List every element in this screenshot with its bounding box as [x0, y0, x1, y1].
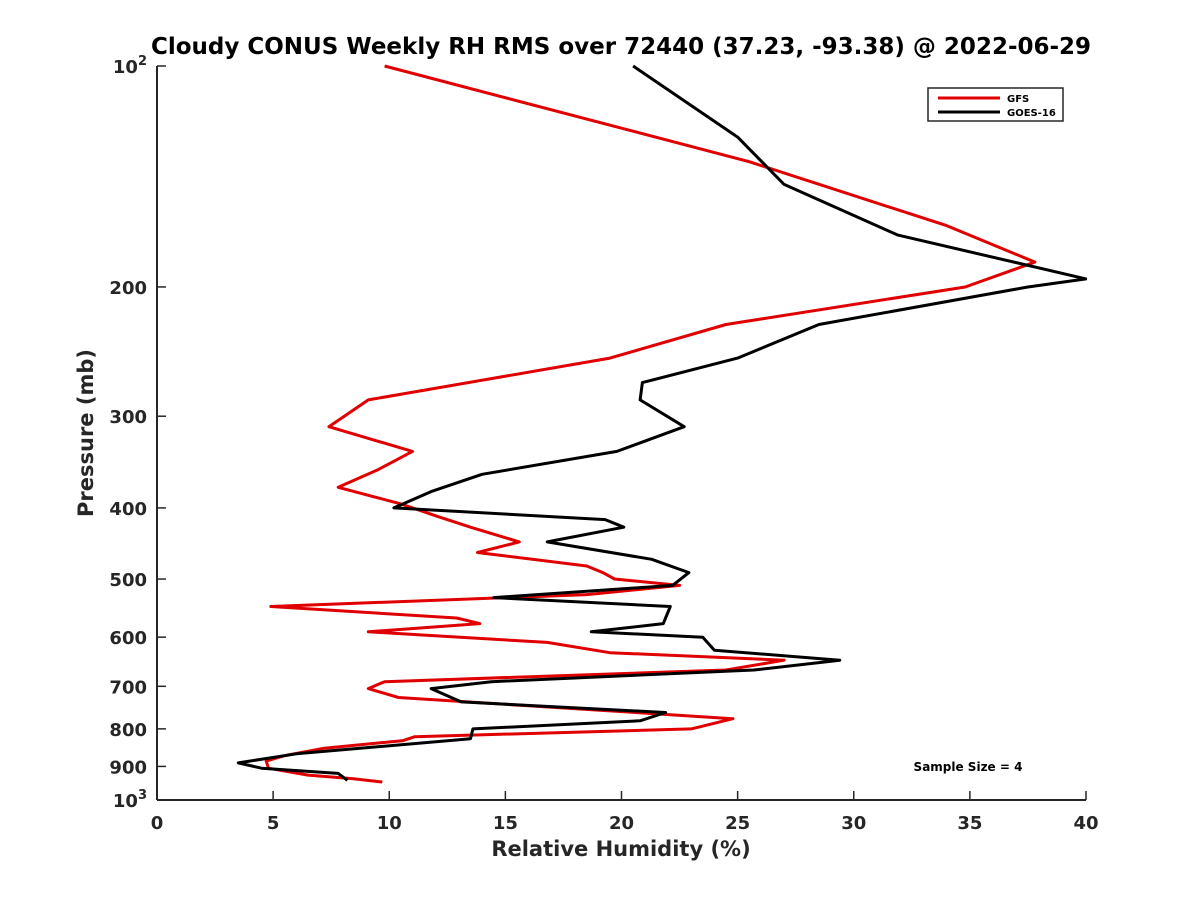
y-tick-label: 103 [113, 788, 147, 812]
x-tick-label: 20 [609, 813, 634, 834]
sample-size-annotation: Sample Size = 4 [914, 760, 1023, 774]
y-tick-exponent: 3 [138, 788, 147, 803]
y-tick-label: 700 [109, 677, 147, 698]
y-tick-label: 400 [109, 499, 147, 520]
x-axis-label: Relative Humidity (%) [491, 837, 750, 861]
chart-title: Cloudy CONUS Weekly RH RMS over 72440 (3… [151, 34, 1091, 60]
y-tick-label: 200 [109, 278, 147, 299]
legend: GFS GOES-16 [927, 87, 1064, 122]
x-tick-label: 15 [493, 813, 518, 834]
x-tick-label: 25 [725, 813, 750, 834]
x-tick-label: 5 [267, 813, 280, 834]
legend-label: GFS [1007, 94, 1029, 105]
y-tick-label: 500 [109, 570, 147, 591]
y-tick-base: 10 [113, 791, 138, 812]
y-tick-exponent: 2 [138, 54, 147, 69]
legend-label: GOES-16 [1007, 108, 1056, 119]
x-tick-label: 40 [1073, 813, 1098, 834]
y-tick-label: 900 [109, 757, 147, 778]
x-tick-label: 30 [841, 813, 866, 834]
series-line-gfs [264, 64, 1037, 784]
x-tick-label: 0 [151, 813, 164, 834]
x-tick-label: 10 [377, 813, 402, 834]
y-tick-label: 102 [113, 54, 147, 78]
y-tick-label: 800 [109, 720, 147, 741]
y-tick-base: 10 [113, 57, 138, 78]
y-tick-label: 300 [109, 407, 147, 428]
series-line-goes-16 [236, 64, 1087, 782]
axes: 0 5 10 15 20 25 30 35 40102200300400500600700800… [109, 54, 1098, 834]
y-axis-label: Pressure (mb) [74, 349, 98, 517]
x-tick-label: 35 [957, 813, 982, 834]
y-tick-label: 600 [109, 628, 147, 649]
legend-box [927, 87, 1064, 122]
series-layer [236, 64, 1087, 784]
